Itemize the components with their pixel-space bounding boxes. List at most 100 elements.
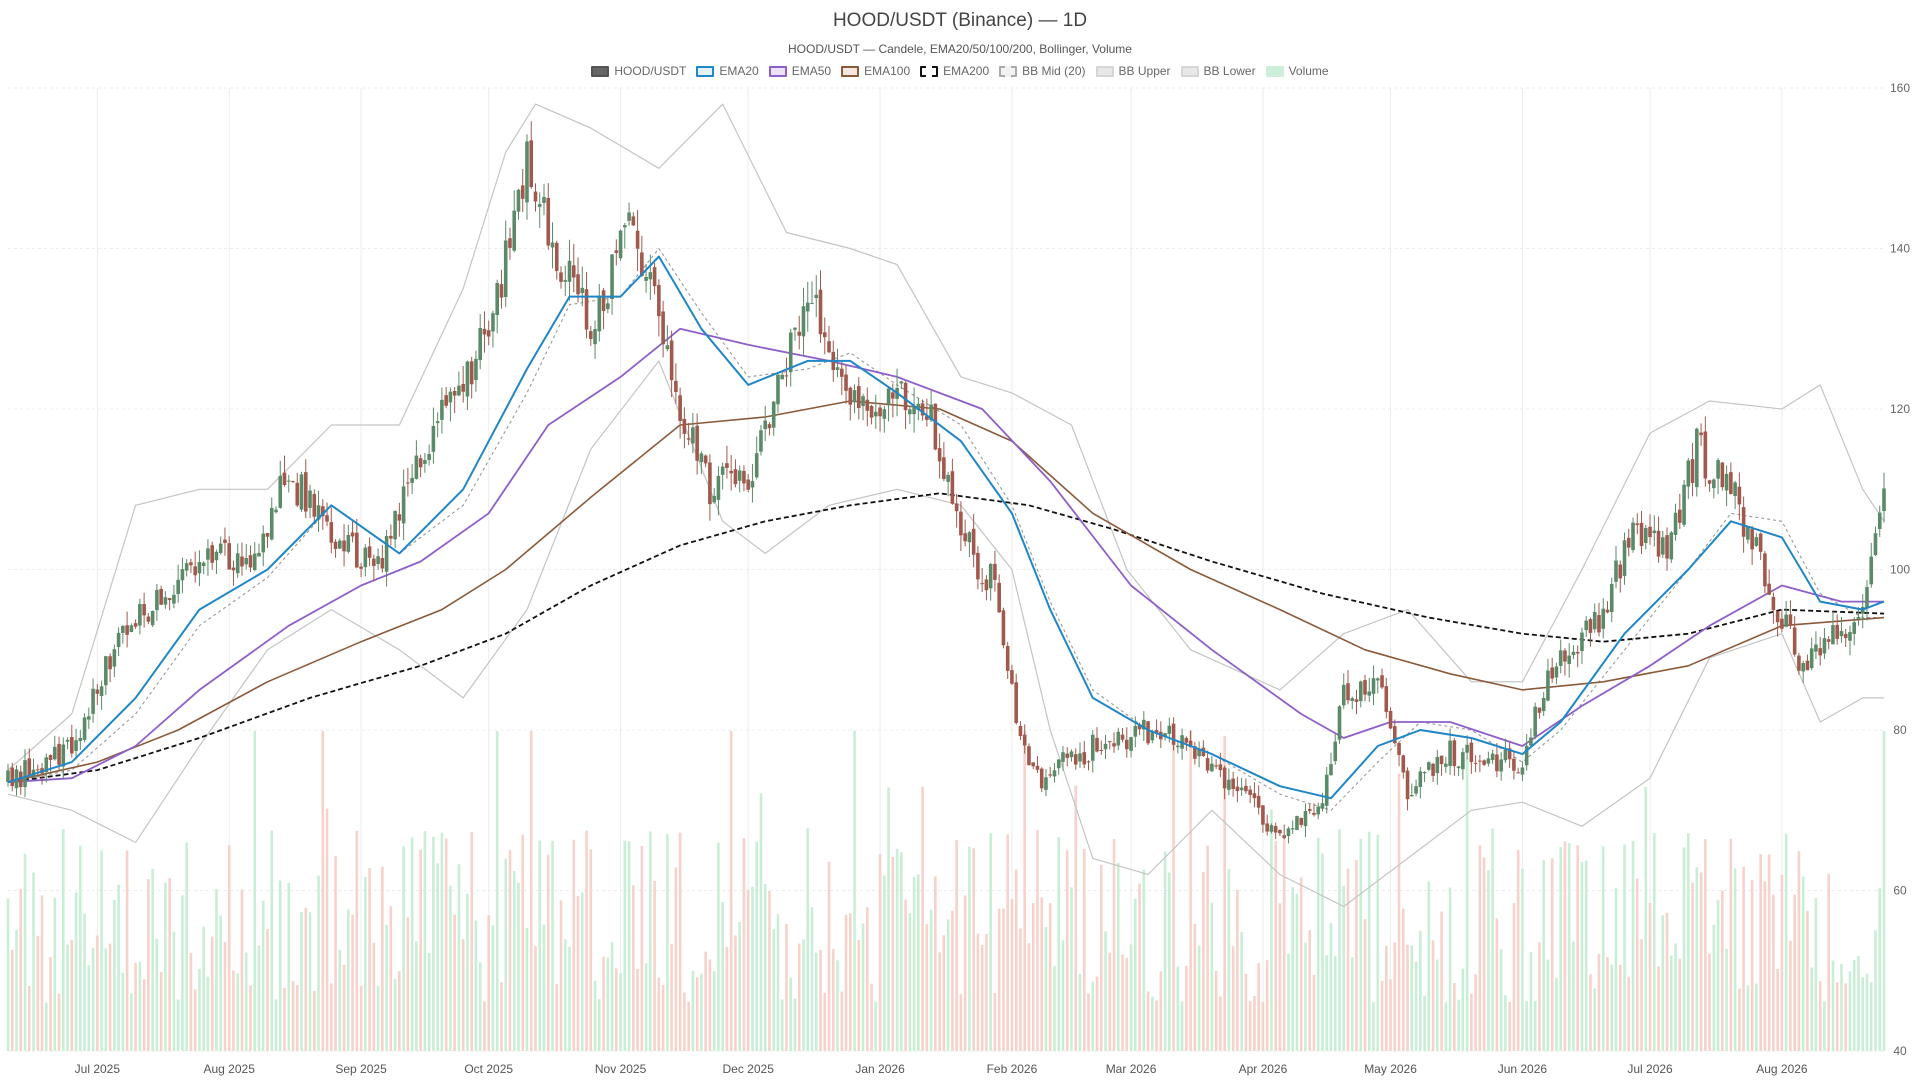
- volume-bar: [1878, 888, 1882, 1051]
- candle-body: [1865, 587, 1869, 609]
- volume-bar: [887, 787, 890, 1051]
- legend-item-ema50[interactable]: EMA50: [768, 64, 831, 78]
- legend-item-hood-usdt[interactable]: HOOD/USDT: [591, 64, 686, 78]
- candle-body: [359, 566, 363, 569]
- volume-bar: [785, 923, 788, 1051]
- volume-bar: [1618, 964, 1622, 1051]
- legend-item-bb-mid-20-[interactable]: BB Mid (20): [999, 64, 1086, 78]
- volume-bar: [1440, 911, 1443, 1051]
- volume-bar: [725, 946, 729, 1051]
- volume-bar: [1257, 963, 1260, 1051]
- candle-body: [1354, 699, 1359, 702]
- volume-bar: [593, 980, 597, 1051]
- volume-bar: [1831, 960, 1835, 1051]
- legend-item-bb-upper[interactable]: BB Upper: [1095, 64, 1171, 78]
- legend-item-bb-lower[interactable]: BB Lower: [1180, 64, 1256, 78]
- candle-body: [1371, 678, 1376, 694]
- candle-body: [754, 453, 759, 478]
- legend-item-volume[interactable]: Volume: [1265, 64, 1329, 78]
- volume-bar: [866, 907, 869, 1051]
- candle-body: [95, 689, 100, 694]
- candle-body: [742, 470, 746, 484]
- x-tick-label: Jan 2026: [855, 1062, 905, 1076]
- volume-bar: [1563, 841, 1567, 1051]
- candle-body: [601, 290, 606, 312]
- volume-bar: [436, 863, 439, 1051]
- candle-body: [1167, 725, 1172, 734]
- volume-bar: [1074, 785, 1078, 1051]
- candle-body: [1597, 615, 1601, 633]
- volume-bar: [1699, 872, 1703, 1051]
- candle-body: [1278, 829, 1282, 834]
- candle-body: [780, 374, 785, 380]
- volume-bar: [615, 968, 618, 1051]
- candle-body: [180, 569, 185, 581]
- candle-body: [954, 503, 959, 512]
- volume-bar: [159, 971, 163, 1051]
- volume-bar: [661, 985, 665, 1051]
- volume-bar: [623, 840, 627, 1051]
- volume-bar: [1019, 928, 1022, 1051]
- candle-body: [469, 361, 474, 385]
- volume-bar: [1333, 956, 1337, 1051]
- volume-bar: [1550, 858, 1554, 1051]
- candle-body: [1507, 748, 1512, 760]
- volume-bar: [87, 965, 91, 1051]
- candle-body: [576, 274, 580, 295]
- volume-bar: [1784, 833, 1788, 1051]
- volume-bar: [1623, 844, 1626, 1051]
- volume-bar: [266, 929, 269, 1051]
- volume-bar: [1814, 898, 1818, 1051]
- candle-body: [733, 469, 738, 485]
- candle-body: [1780, 618, 1784, 629]
- volume-bar: [219, 915, 222, 1051]
- volume-bar: [215, 889, 218, 1051]
- volume-bar: [1772, 894, 1775, 1051]
- volume-bar: [636, 968, 639, 1051]
- volume-bar: [189, 952, 193, 1051]
- volume-bar: [1648, 902, 1652, 1051]
- candle-body: [495, 282, 500, 315]
- candle-body: [295, 482, 300, 506]
- candle-body: [623, 225, 627, 228]
- volume-bar: [946, 919, 950, 1051]
- volume-bar: [1738, 988, 1741, 1051]
- candle-body: [1737, 486, 1742, 505]
- candle-body: [1410, 795, 1414, 797]
- volume-bar: [1393, 942, 1397, 1051]
- volume-bar: [657, 977, 661, 1051]
- volume-bar: [1329, 923, 1333, 1051]
- volume-bar: [738, 922, 741, 1051]
- candle-body: [461, 383, 465, 392]
- volume-bar: [874, 1001, 878, 1051]
- volume-bar: [968, 846, 971, 1051]
- candle-body: [23, 760, 27, 788]
- candle-body: [1222, 767, 1227, 789]
- volume-bar: [1580, 861, 1584, 1051]
- volume-bar: [1176, 966, 1180, 1051]
- legend-item-ema100[interactable]: EMA100: [841, 64, 910, 78]
- candle-body: [1146, 721, 1150, 744]
- volume-bar: [806, 828, 810, 1051]
- candle-body: [1176, 745, 1180, 748]
- candle-body: [1699, 432, 1703, 436]
- candle-body: [788, 332, 793, 373]
- candle-body: [1120, 734, 1125, 740]
- candle-body: [112, 649, 117, 667]
- candle-body: [150, 610, 155, 626]
- volume-bar: [108, 943, 112, 1051]
- candle-body: [1877, 512, 1882, 530]
- volume-bar: [1419, 930, 1422, 1051]
- volume-bar: [453, 914, 456, 1051]
- candle-body: [1495, 754, 1499, 772]
- candle-body: [1690, 459, 1695, 483]
- volume-bar: [1465, 758, 1469, 1051]
- candle-body: [1218, 764, 1223, 771]
- volume-bar: [504, 858, 508, 1051]
- legend-item-ema20[interactable]: EMA20: [696, 64, 759, 78]
- legend-item-ema200[interactable]: EMA200: [920, 64, 989, 78]
- volume-bar: [1763, 881, 1767, 1051]
- candle-body: [1261, 805, 1265, 825]
- candle-body: [1720, 462, 1725, 488]
